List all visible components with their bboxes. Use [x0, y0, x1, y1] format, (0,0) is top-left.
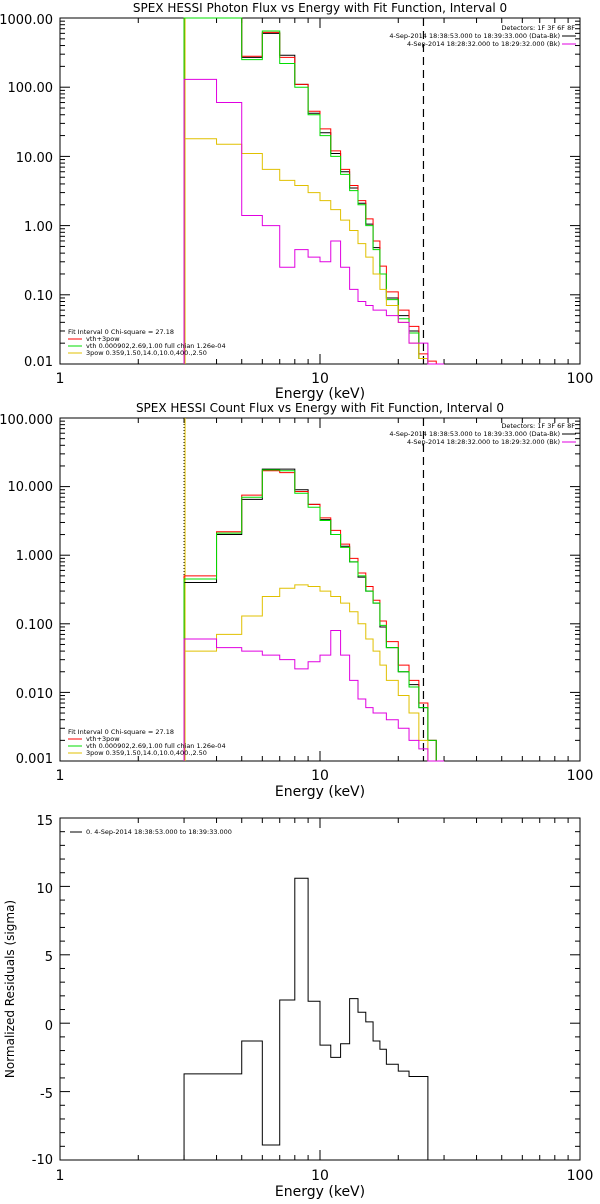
legend-fit-interval: Fit Interval 0 Chi-square = 27.18: [68, 328, 174, 336]
series-data-line: [183, 468, 445, 762]
residuals-frame: [59, 817, 581, 1161]
x-tick-label: 10: [311, 371, 329, 387]
legend-bk-interval: 4-Sep-2014 18:28:32.000 to 18:29:32.000 …: [407, 438, 560, 446]
series-3pow-line: [183, 138, 445, 365]
count-flux-panel: SPEX HESSI Count Flux vs Energy with Fit…: [0, 401, 593, 800]
residuals-series: [183, 877, 429, 1160]
legend-fit-interval: Fit Interval 0 Chi-square = 27.18: [68, 728, 174, 736]
legend-bk-interval: 4-Sep-2014 18:28:32.000 to 18:29:32.000 …: [407, 40, 560, 48]
photon-flux-panel: SPEX HESSI Photon Flux vs Energy with Fi…: [0, 1, 593, 402]
photon-flux-series: [183, 17, 445, 365]
legend-3pow-params: 3pow 0.359,1.50,14.0,10.0,400.,2.50: [86, 349, 207, 357]
x-tick-label: 100: [567, 371, 594, 387]
y-tick-label: 1000.00: [0, 13, 53, 28]
legend-vth-params: vth 0.000902,2.69,1.00 full chian 1.26e-…: [86, 742, 226, 750]
x-tick-label: 1: [56, 371, 65, 387]
count-flux-x-axis-label: Energy (keV): [275, 784, 365, 800]
residuals-ticks: [59, 817, 580, 1161]
x-tick-label: 100: [567, 768, 594, 784]
series-vth-line: [183, 469, 445, 762]
x-tick-label: 10: [311, 768, 329, 784]
series-red-line: [183, 470, 445, 762]
count-flux-marker-lines: [183, 418, 425, 761]
y-tick-label: 100.00: [8, 81, 54, 96]
y-tick-label: 1.00: [24, 220, 53, 235]
legend-fit-function: vth+3pow: [86, 335, 120, 343]
y-tick-label: 15: [36, 814, 53, 829]
photon-flux-frame: [59, 17, 581, 365]
photon-flux-title: SPEX HESSI Photon Flux vs Energy with Fi…: [133, 1, 507, 15]
series-data-line: [183, 17, 445, 365]
series-3pow-line: [183, 584, 445, 762]
y-tick-label: 0: [45, 1019, 53, 1034]
series-bk-line: [183, 78, 445, 365]
legend-vth-params: vth 0.000902,2.69,1.00 full chian 1.26e-…: [86, 342, 226, 350]
count-flux-legend-bottom: Fit Interval 0 Chi-square = 27.18 vth+3p…: [68, 728, 226, 757]
photon-flux-marker-lines: [183, 18, 425, 364]
x-tick-label: 10: [311, 1168, 329, 1184]
y-tick-label: 5: [45, 950, 53, 965]
legend-residual-interval: 0. 4-Sep-2014 18:38:53.000 to 18:39:33.0…: [86, 828, 232, 836]
y-tick-label: -5: [40, 1087, 53, 1102]
residuals-panel: 15 10 5 0 -5 -10 1 10 100 Energy (keV) N…: [3, 814, 593, 1200]
photon-flux-legend-bottom: Fit Interval 0 Chi-square = 27.18 vth+3p…: [68, 328, 226, 357]
legend-fit-function: vth+3pow: [86, 735, 120, 743]
y-tick-label: 10.000: [8, 480, 54, 495]
y-tick-label: 100.000: [0, 413, 53, 428]
x-tick-label: 100: [567, 1168, 594, 1184]
series-red-line: [183, 17, 445, 365]
y-tick-label: 10.00: [16, 151, 53, 166]
x-tick-label: 1: [56, 1168, 65, 1184]
count-flux-ticks: [59, 418, 580, 762]
photon-flux-y-tick-labels: 1000.00 100.00 10.00 1.00 0.10 0.01: [0, 13, 53, 370]
series-vth-line: [183, 17, 445, 365]
count-flux-y-tick-labels: 100.000 10.000 1.000 0.100 0.010 0.001: [0, 413, 53, 767]
x-tick-label: 1: [56, 768, 65, 784]
photon-flux-ticks: [59, 18, 580, 365]
legend-data-interval: 4-Sep-2014 18:38:53.000 to 18:39:33.000 …: [389, 430, 560, 438]
legend-detectors: Detectors: 1F 3F 6F 8F: [501, 24, 575, 32]
y-tick-label: 0.001: [16, 752, 53, 767]
residuals-x-axis-label: Energy (keV): [275, 1184, 365, 1200]
residuals-legend: 0. 4-Sep-2014 18:38:53.000 to 18:39:33.0…: [70, 828, 232, 836]
y-tick-label: 0.100: [16, 618, 53, 633]
y-tick-label: -10: [32, 1153, 53, 1168]
series-bk-line: [183, 629, 445, 762]
photon-flux-legend-top: Detectors: 1F 3F 6F 8F 4-Sep-2014 18:38:…: [389, 24, 576, 48]
count-flux-title: SPEX HESSI Count Flux vs Energy with Fit…: [136, 401, 504, 415]
residuals-y-tick-labels: 15 10 5 0 -5 -10: [32, 814, 53, 1168]
y-tick-label: 0.010: [16, 687, 53, 702]
residuals-y-axis-label: Normalized Residuals (sigma): [3, 900, 17, 1078]
count-flux-series: [183, 468, 445, 762]
y-tick-label: 1.000: [16, 549, 53, 564]
legend-data-interval: 4-Sep-2014 18:38:53.000 to 18:39:33.000 …: [389, 32, 560, 40]
y-tick-label: 0.10: [24, 289, 53, 304]
photon-flux-x-axis-label: Energy (keV): [275, 386, 365, 402]
count-flux-legend-top: Detectors: 1F 3F 6F 8F 4-Sep-2014 18:38:…: [389, 422, 576, 446]
y-tick-label: 10: [36, 882, 53, 897]
legend-3pow-params: 3pow 0.359,1.50,14.0,10.0,400.,2.50: [86, 749, 207, 757]
y-tick-label: 0.01: [24, 355, 53, 370]
series-resid-line: [183, 877, 429, 1160]
legend-detectors: Detectors: 1F 3F 6F 8F: [501, 422, 575, 430]
